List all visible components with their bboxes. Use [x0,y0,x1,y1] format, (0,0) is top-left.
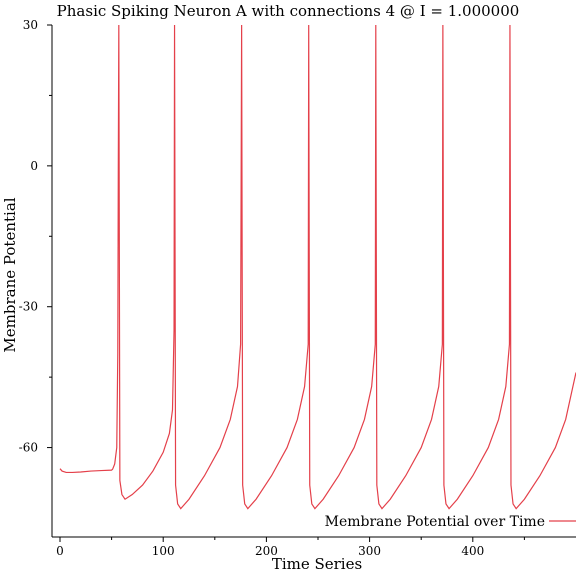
x-tick-label: 300 [358,544,381,558]
y-axis-ticks: 30 0 -30 -60 [19,18,52,455]
chart-title: Phasic Spiking Neuron A with connections… [57,2,520,20]
x-tick-label: 0 [56,544,64,558]
x-axis-label: Time Series [272,555,362,573]
series-line-membrane-potential [59,24,576,510]
y-tick-label: -60 [19,441,38,455]
y-axis-label: Membrane Potential [1,197,19,352]
series-group [59,24,576,510]
legend-label: Membrane Potential over Time [325,514,545,530]
x-tick-label: 400 [461,544,484,558]
y-tick-label: 0 [30,159,38,173]
x-tick-label: 200 [255,544,278,558]
y-tick-label: 30 [23,18,38,32]
x-tick-label: 100 [152,544,175,558]
x-axis-ticks: 0 100 200 300 400 [56,537,525,558]
legend: Membrane Potential over Time [325,514,576,530]
y-tick-label: -30 [19,300,38,314]
